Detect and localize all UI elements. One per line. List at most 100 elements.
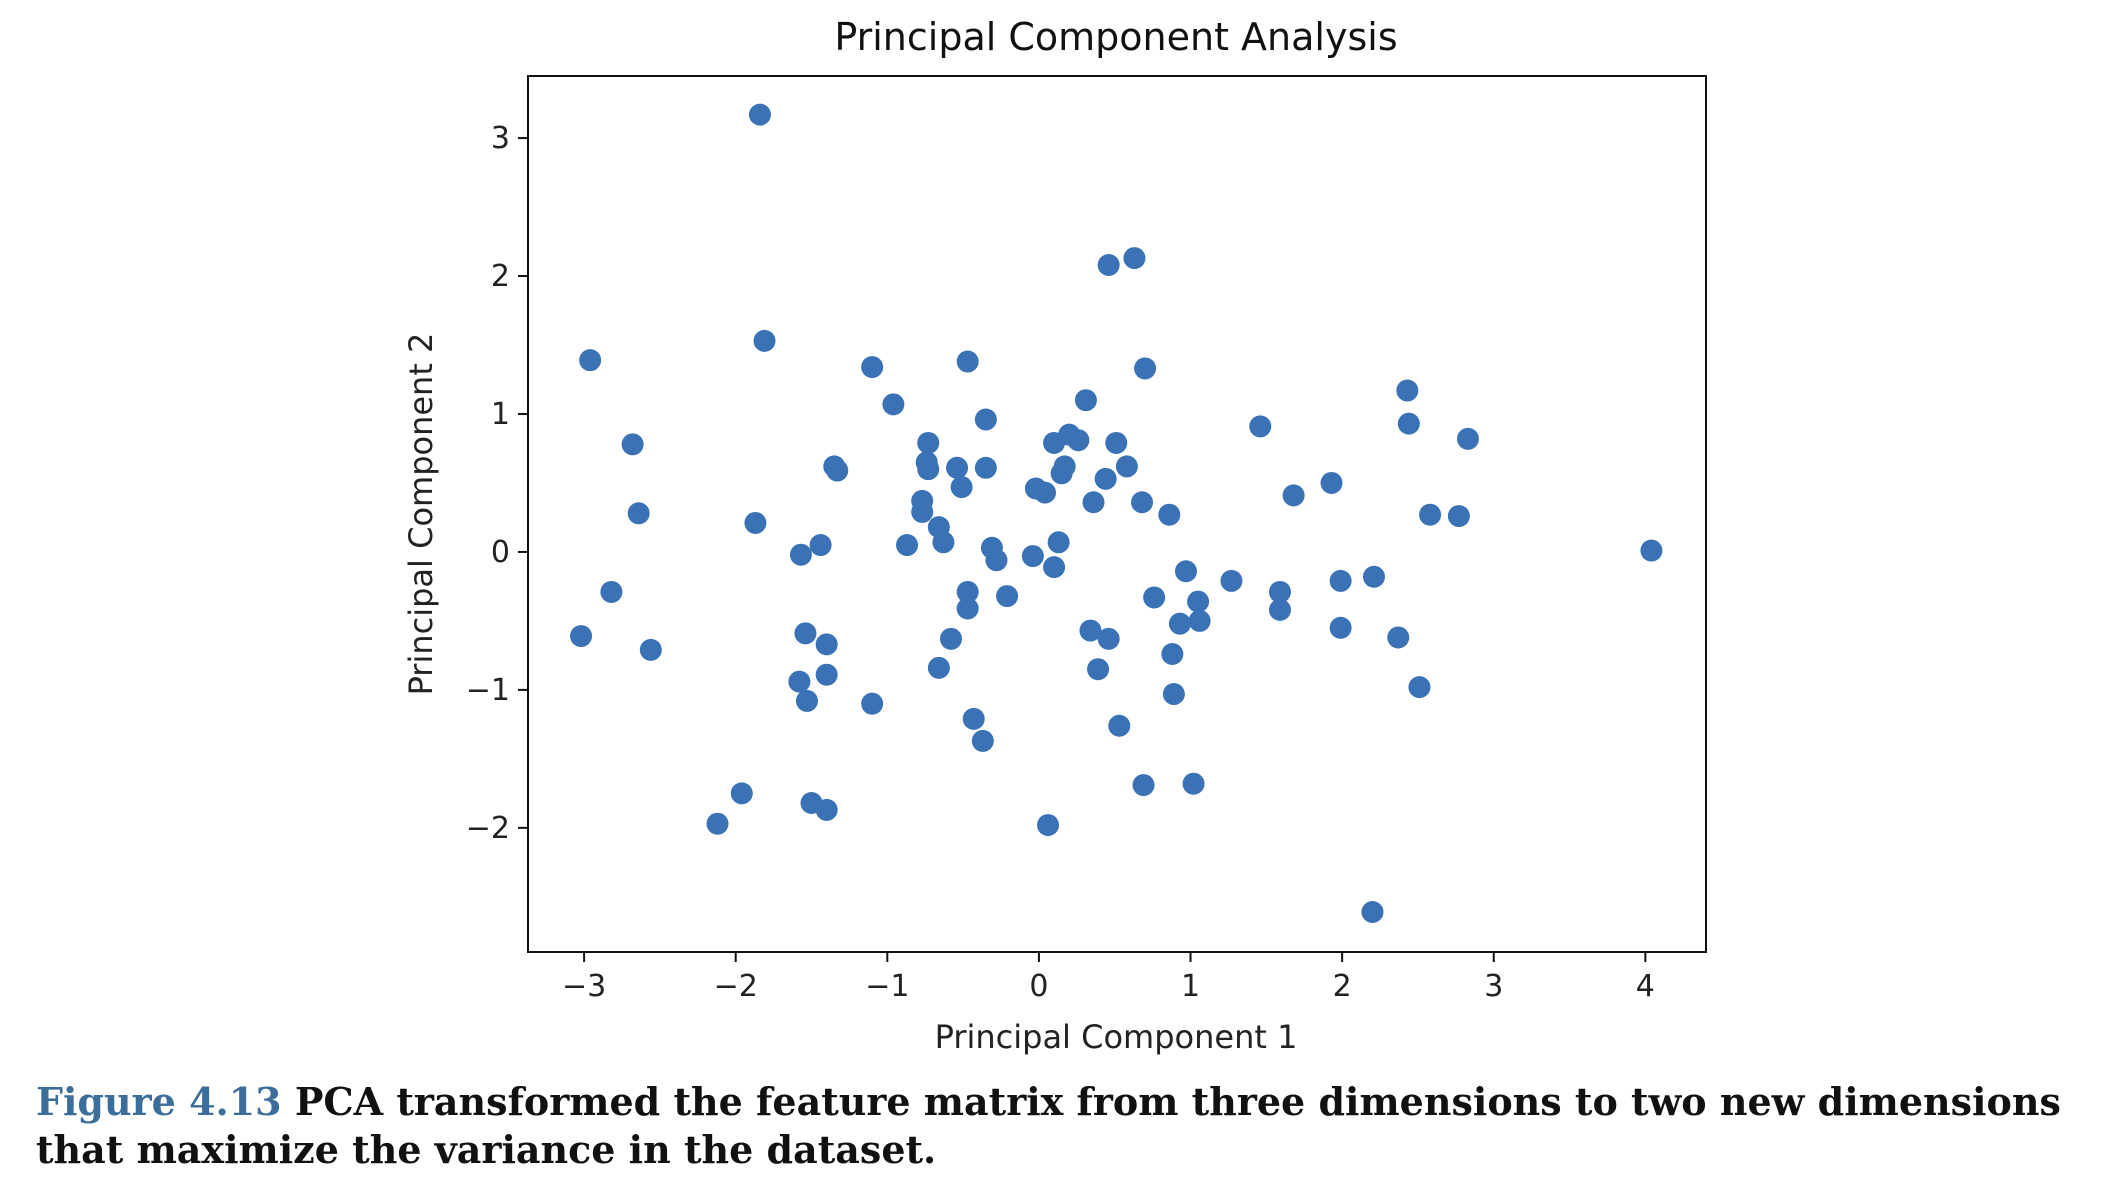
data-point [1362, 565, 1385, 588]
x-tick-label: 0 [1029, 969, 1048, 1004]
data-point [1115, 455, 1138, 478]
y-tick-label: −1 [466, 673, 510, 708]
data-point [956, 597, 979, 620]
data-point [1320, 471, 1343, 494]
data-point [927, 656, 950, 679]
data-point [1094, 467, 1117, 490]
data-point [962, 707, 985, 730]
data-point [1021, 545, 1044, 568]
data-point [815, 663, 838, 686]
x-axis-title: Principal Component 1 [935, 1018, 1298, 1056]
data-point [1162, 683, 1185, 706]
data-point [1182, 772, 1205, 795]
data-point [1158, 503, 1181, 526]
data-point [939, 627, 962, 650]
figure-caption: Figure 4.13 PCA transformed the feature … [36, 1078, 2086, 1174]
data-point [1396, 379, 1419, 402]
data-point [1037, 814, 1060, 837]
data-point [826, 459, 849, 482]
data-point [706, 812, 729, 835]
data-point [1043, 556, 1066, 579]
data-point [950, 476, 973, 499]
data-point [1074, 389, 1097, 412]
scatter-chart: Principal Component Analysis −3 −2 −1 0 1 2 3 4… [402, 15, 1707, 1056]
y-axis: −2 −1 0 1 2 3 [466, 121, 528, 846]
x-tick-label: 3 [1484, 969, 1503, 1004]
data-point [882, 393, 905, 416]
data-point [744, 511, 767, 534]
data-point [1456, 427, 1479, 450]
data-point [1105, 431, 1128, 454]
data-point [621, 433, 644, 456]
data-point [1397, 412, 1420, 435]
data-point [753, 329, 776, 352]
x-tick-label: −3 [562, 969, 606, 1004]
data-point [1174, 560, 1197, 583]
data-point [896, 534, 919, 557]
plot-area [527, 75, 1707, 953]
data-point [917, 431, 940, 454]
data-point [861, 692, 884, 715]
data-points [570, 103, 1663, 923]
data-point [1387, 626, 1410, 649]
data-point [1161, 643, 1184, 666]
data-point [996, 585, 1019, 608]
data-point [1447, 505, 1470, 528]
data-point [861, 356, 884, 379]
data-point [1249, 415, 1272, 438]
data-point [974, 408, 997, 431]
data-point [788, 670, 811, 693]
data-point [946, 456, 969, 479]
data-point [1220, 569, 1243, 592]
data-point [789, 543, 812, 566]
data-point [1033, 481, 1056, 504]
data-point [1408, 676, 1431, 699]
data-point [985, 549, 1008, 572]
caption-text: PCA transformed the feature matrix from … [36, 1079, 2061, 1172]
x-tick-label: −2 [714, 969, 758, 1004]
data-point [1097, 253, 1120, 276]
x-tick-label: −1 [865, 969, 909, 1004]
x-tick-label: 4 [1636, 969, 1655, 1004]
data-point [1067, 429, 1090, 452]
data-point [1268, 580, 1291, 603]
data-point [1123, 247, 1146, 270]
data-point [1097, 627, 1120, 650]
data-point [1047, 531, 1070, 554]
data-point [794, 622, 817, 645]
data-point [956, 580, 979, 603]
data-point [1168, 612, 1191, 635]
data-point [730, 782, 753, 805]
data-point [1329, 616, 1352, 639]
y-tick-label: 2 [491, 259, 510, 294]
data-point [570, 625, 593, 648]
data-point [627, 502, 650, 525]
data-point [1187, 590, 1210, 613]
data-point [579, 349, 602, 372]
data-point [795, 689, 818, 712]
y-tick-label: −2 [466, 811, 510, 846]
data-point [911, 500, 934, 523]
data-point [1082, 491, 1105, 514]
data-point [1087, 658, 1110, 681]
x-axis: −3 −2 −1 0 1 2 3 4 [562, 952, 1655, 1004]
data-point [1050, 462, 1073, 485]
data-point [1361, 900, 1384, 923]
data-point [815, 633, 838, 656]
y-tick-label: 0 [491, 535, 510, 570]
x-tick-label: 2 [1333, 969, 1352, 1004]
data-point [971, 729, 994, 752]
data-point [1282, 484, 1305, 507]
data-point [1419, 503, 1442, 526]
data-point [809, 534, 832, 557]
data-point [1108, 714, 1131, 737]
data-point [1131, 491, 1154, 514]
data-point [932, 531, 955, 554]
data-point [1134, 357, 1157, 380]
data-point [917, 458, 940, 481]
y-tick-label: 1 [491, 397, 510, 432]
data-point [1143, 586, 1166, 609]
data-point [815, 798, 838, 821]
y-tick-label: 3 [491, 121, 510, 156]
data-point [974, 456, 997, 479]
